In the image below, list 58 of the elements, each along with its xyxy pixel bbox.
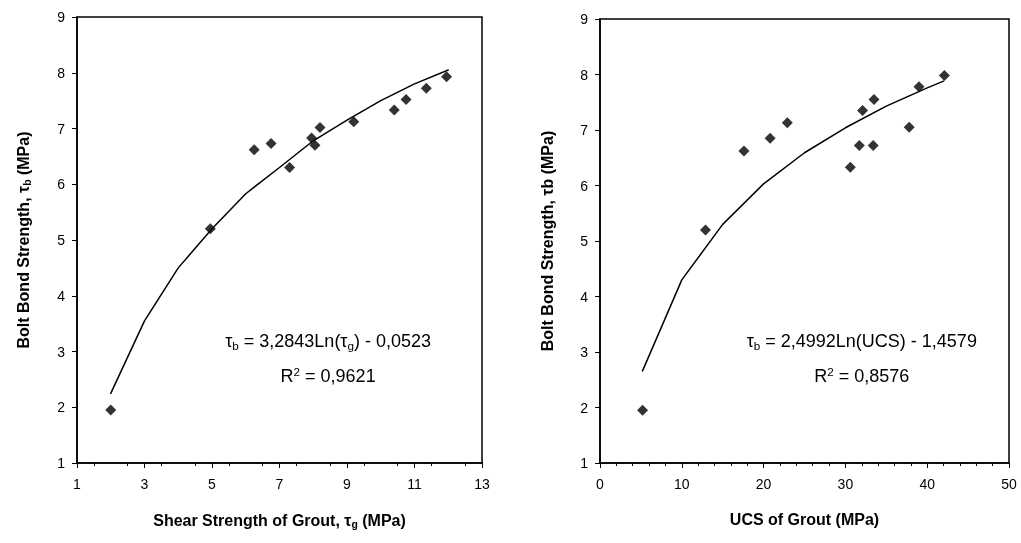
y-tick-label: 5 [57, 232, 66, 248]
point [764, 132, 776, 144]
x-tick-label: 7 [275, 476, 284, 492]
y-tick-label: 9 [57, 9, 66, 25]
y-tick-label: 1 [57, 455, 66, 471]
point [938, 70, 950, 82]
point [420, 82, 432, 94]
y-axis-title: Bolt Bond Strength, τb (MPa) [538, 130, 556, 352]
point [248, 144, 260, 156]
x-tick-label: 30 [837, 476, 854, 492]
y-tick-label: 8 [580, 66, 589, 83]
point [265, 138, 277, 150]
x-tick-label: 1 [73, 476, 82, 492]
y-tick-label: 3 [57, 343, 66, 360]
point [868, 93, 880, 105]
x-tick-label: 50 [1001, 476, 1017, 492]
point [700, 224, 712, 236]
point [400, 94, 412, 106]
y-tick-label: 1 [580, 455, 589, 471]
point [903, 121, 915, 133]
point [853, 140, 865, 152]
y-tick-label: 4 [580, 288, 589, 305]
point [314, 121, 326, 133]
x-tick-label: 10 [674, 476, 690, 492]
x-tick-label: 3 [140, 476, 149, 492]
point [105, 404, 117, 416]
point [913, 81, 925, 93]
y-tick-label: 7 [580, 122, 589, 138]
y-tick-label: 6 [57, 176, 66, 193]
point [348, 116, 360, 128]
y-tick-label: 7 [57, 120, 66, 137]
point [738, 145, 750, 157]
y-tick-label: 8 [57, 64, 66, 81]
y-tick-label: 2 [57, 399, 66, 416]
point [857, 105, 869, 117]
point [781, 117, 793, 129]
point [844, 161, 856, 173]
y-tick-label: 6 [580, 177, 589, 194]
x-tick-label: 11 [407, 476, 422, 492]
y-tick-label: 5 [580, 233, 589, 249]
y-tick-label: 2 [580, 399, 589, 416]
x-tick-label: 20 [755, 476, 772, 492]
point [309, 139, 321, 151]
point [388, 104, 400, 116]
point [284, 162, 296, 174]
x-axis-title: UCS of Grout (MPa) [729, 510, 880, 528]
x-tick-label: 0 [596, 476, 605, 492]
y-tick-label: 9 [580, 11, 589, 27]
x-tick-label: 40 [919, 476, 936, 492]
point [441, 71, 453, 83]
point [867, 140, 879, 152]
x-tick-label: 5 [208, 476, 217, 492]
y-tick-label: 4 [57, 287, 66, 304]
y-axis-title: Bolt Bond Strength, τb (MPa) [14, 131, 33, 349]
x-tick-label: 13 [474, 476, 490, 492]
point [637, 404, 649, 416]
x-tick-label: 9 [343, 476, 352, 492]
y-tick-label: 3 [580, 344, 589, 360]
